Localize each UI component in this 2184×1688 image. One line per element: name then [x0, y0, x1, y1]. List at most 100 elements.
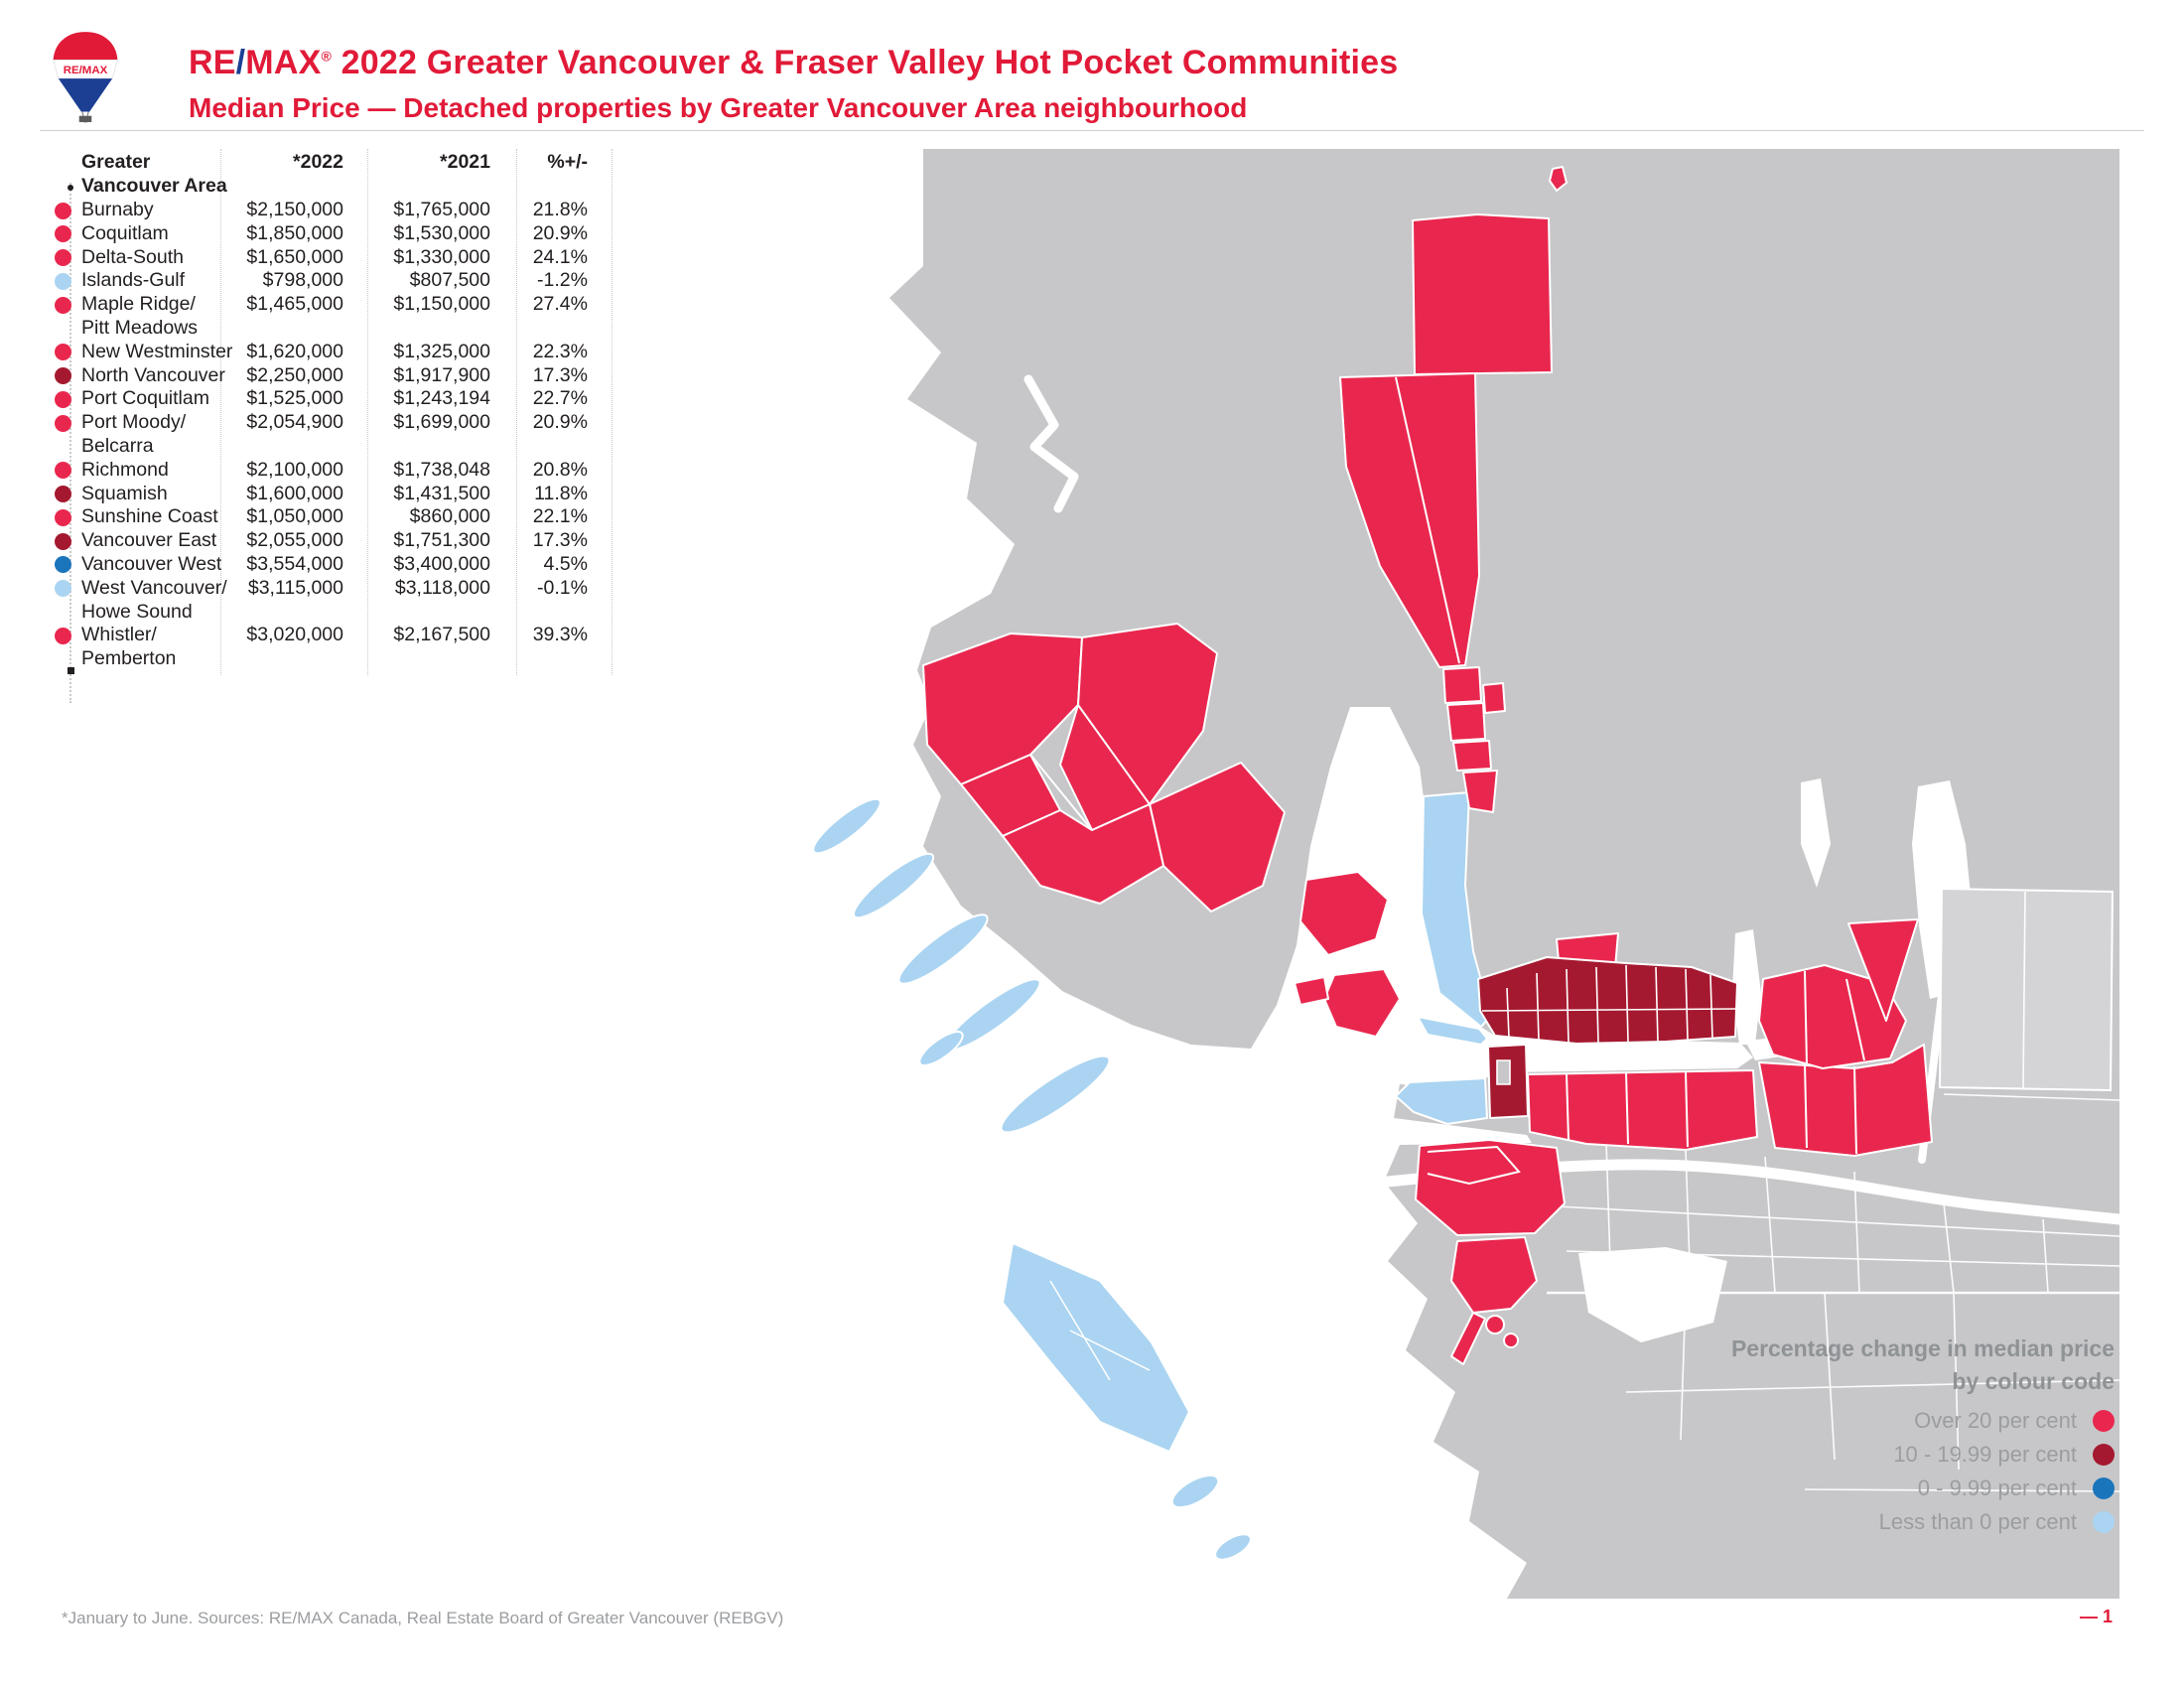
community-name: Whistler/Pemberton	[81, 624, 177, 670]
table-row: Richmond $2,100,000 $1,738,048 20.8%	[48, 459, 618, 483]
community-color-dot	[55, 580, 71, 598]
map-sea	[633, 149, 1753, 1599]
column-separator	[516, 149, 517, 675]
community-color-dot	[55, 414, 71, 432]
price-2021: $1,738,048	[393, 458, 490, 481]
region-vancouver-west-side	[1395, 1077, 1488, 1125]
pct-change: 24.1%	[532, 245, 588, 268]
page-title: RE/MAX® 2022 Greater Vancouver & Fraser …	[189, 44, 1399, 81]
legend-label: 0 - 9.99 per cent	[1917, 1476, 2077, 1500]
region-burnaby-newwest	[1527, 1069, 1758, 1151]
table-row: Coquitlam $1,850,000 $1,530,000 20.9%	[48, 222, 618, 246]
community-color-dot	[55, 202, 71, 219]
price-2022: $2,250,000	[246, 363, 343, 386]
table-row: Squamish $1,600,000 $1,431,500 11.8%	[48, 483, 618, 506]
price-2021: $3,118,000	[394, 576, 490, 599]
community-color-dot	[55, 344, 71, 361]
region-keats-island	[1294, 976, 1329, 1006]
table-header-area: Greater Vancouver Area	[81, 151, 227, 197]
community-name: Sunshine Coast	[81, 505, 218, 528]
pct-change: 20.9%	[532, 411, 588, 434]
region-gulf-island	[1214, 1533, 1252, 1561]
svg-text:®: ®	[83, 118, 87, 123]
pct-change: 11.8%	[534, 482, 588, 504]
table-row: Port Moody/Belcarra $2,054,900 $1,699,000 2…	[48, 411, 618, 459]
region-gambier-island	[1299, 871, 1389, 956]
community-color-dot	[55, 225, 71, 243]
table-row: Vancouver West $3,554,000 $3,400,000 4.5%	[48, 553, 618, 577]
price-2021: $1,530,000	[393, 221, 490, 244]
remax-balloon-logo: RE/MAX ®	[44, 30, 127, 125]
region-west-vancouver-shore	[1417, 1016, 1488, 1046]
column-separator	[220, 149, 221, 675]
region-delta-islet	[1503, 1333, 1519, 1348]
darkred-internal-boundaries	[1481, 964, 1736, 1044]
pct-change: 20.9%	[532, 221, 588, 244]
region-gulf-islands-south	[1002, 1242, 1190, 1453]
price-2022: $3,115,000	[247, 576, 343, 599]
price-2022: $1,850,000	[246, 221, 343, 244]
gulf-island-boundaries	[1049, 1280, 1151, 1381]
pct-change: 21.8%	[532, 199, 588, 220]
table-row: Whistler/Pemberton $3,020,000 $2,167,500 39…	[48, 624, 618, 671]
legend-label: Less than 0 per cent	[1878, 1509, 2077, 1534]
legend-color-dot	[2093, 1444, 2115, 1466]
map-regions-lightblue	[812, 791, 1496, 1561]
legend-color-dot	[2093, 1477, 2115, 1499]
pct-change: 17.3%	[532, 363, 588, 386]
table-row: Vancouver East $2,055,000 $1,751,300 17.3%	[48, 529, 618, 553]
legend-items: Over 20 per cent 10 - 19.99 per cent 0 - 9…	[1618, 1404, 2115, 1539]
table-header-2022: *2022	[293, 151, 343, 173]
region-poco-pittmeadows-mapleridge	[1758, 1044, 1933, 1157]
community-name: Maple Ridge/Pitt Meadows	[81, 293, 199, 339]
region-tsawwassen-spit	[1450, 1312, 1486, 1365]
community-color-dot	[55, 556, 71, 574]
price-2021: $1,243,194	[393, 387, 490, 410]
region-squamish-block	[1482, 682, 1506, 714]
region-sunshine-coast	[1002, 803, 1164, 905]
region-squamish-block	[1446, 702, 1486, 742]
community-color-dot	[55, 508, 71, 526]
price-2022: $2,100,000	[246, 458, 343, 481]
table-row: West Vancouver/Howe Sound $3,115,000 $3,11…	[48, 577, 618, 625]
region-gulf-island	[1170, 1474, 1220, 1509]
price-2022: $1,050,000	[246, 505, 343, 528]
pct-change: 22.3%	[532, 340, 588, 362]
price-2021: $807,500	[409, 269, 490, 292]
legend-color-dot	[2093, 1410, 2115, 1432]
table-row: Port Coquitlam $1,525,000 $1,243,194 22.7%	[48, 387, 618, 411]
crimson-internal-boundaries	[1029, 376, 1865, 1186]
pct-change: 39.3%	[532, 624, 588, 646]
community-color-dot	[55, 296, 71, 314]
legend-title: Percentage change in median price by col…	[1730, 1336, 2115, 1394]
table-row: Maple Ridge/Pitt Meadows $1,465,000 $1,150…	[48, 293, 618, 341]
community-name: Burnaby	[81, 199, 154, 220]
community-color-dot	[55, 627, 71, 644]
region-gulf-island	[897, 914, 989, 985]
pct-change: -0.1%	[537, 576, 588, 599]
dot-connector-line	[69, 183, 71, 703]
map-region-valley-light	[1938, 887, 2115, 1092]
pct-change: 20.8%	[532, 458, 588, 481]
pct-change: 4.5%	[543, 552, 588, 575]
table-row: Sunshine Coast $1,050,000 $860,000 22.1%	[48, 505, 618, 529]
page-number: — 1	[2079, 1607, 2113, 1626]
legend-item: Less than 0 per cent	[1618, 1505, 2115, 1539]
community-color-dot	[55, 462, 71, 480]
region-delta-islet	[1485, 1315, 1505, 1335]
source-footnote: *January to June. Sources: RE/MAX Canada…	[62, 1609, 784, 1627]
price-2021: $2,167,500	[393, 624, 490, 646]
choropleth-map	[633, 149, 2119, 1599]
dot-line-start	[68, 185, 73, 191]
table-row: New Westminster $1,620,000 $1,325,000 22.3%	[48, 341, 618, 364]
dot-line-end	[68, 667, 74, 674]
region-coquitlam-north	[1847, 918, 1919, 1022]
pct-change: 22.7%	[532, 387, 588, 410]
price-2021: $1,917,900	[393, 363, 490, 386]
community-name: West Vancouver/Howe Sound	[81, 576, 227, 623]
pct-change: 17.3%	[532, 529, 588, 552]
column-separator	[612, 149, 613, 675]
legend-item: 10 - 19.99 per cent	[1618, 1438, 2115, 1472]
region-portmoody-belcarra-coquitlam	[1758, 964, 1907, 1069]
region-gulf-island	[812, 797, 882, 855]
